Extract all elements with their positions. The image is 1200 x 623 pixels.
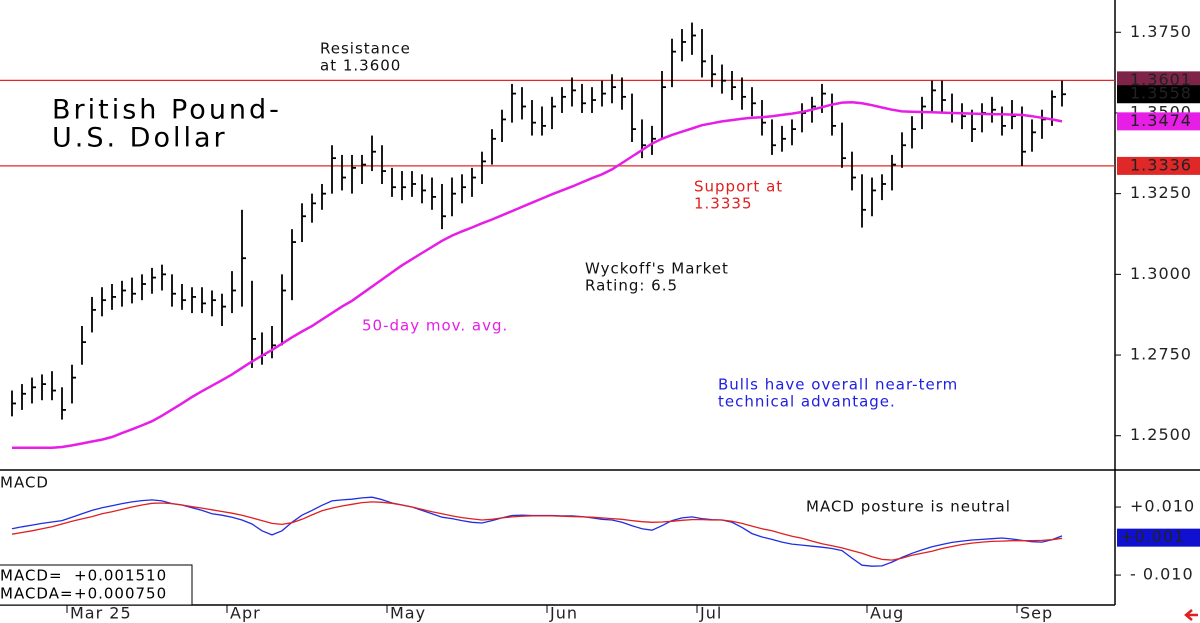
annotation: MACD posture is neutral — [806, 498, 1011, 516]
chart-title: British Pound- — [52, 95, 282, 126]
y-tick-label: 1.3750 — [1130, 22, 1192, 41]
annotation: Support at — [694, 178, 783, 196]
annotation: 1.3335 — [694, 195, 753, 213]
annotation: Bulls have overall near-term — [718, 376, 958, 394]
x-tick-label: May — [390, 604, 426, 623]
macd-line — [11, 501, 1063, 561]
price-marker-label: 1.3558 — [1130, 84, 1192, 103]
readout-value: +0.001510 — [74, 567, 167, 585]
x-tick-label: Sep — [1020, 604, 1053, 623]
y-tick-label: 1.2750 — [1130, 345, 1192, 364]
annotation: at 1.3600 — [320, 57, 401, 75]
annotation: Rating: 6.5 — [585, 277, 678, 295]
annotation: Resistance — [320, 40, 411, 58]
price-marker-label: 1.3336 — [1130, 155, 1192, 174]
annotation: technical advantage. — [718, 393, 896, 411]
macd-title: MACD — [0, 474, 49, 492]
readout-box — [0, 564, 193, 606]
y-tick-label: +0.010 — [1130, 497, 1195, 516]
ma-label: 50-day mov. avg. — [362, 317, 508, 335]
macd-marker — [1117, 528, 1200, 547]
price-marker-label: 1.3601 — [1130, 70, 1192, 89]
readout-name: MACDA= — [0, 585, 74, 603]
x-tick-label: Jul — [699, 604, 722, 623]
y-tick-label: - 0.010 — [1130, 565, 1194, 584]
price-marker — [1117, 85, 1200, 104]
readout-name: MACD= — [0, 567, 63, 585]
price-marker — [1117, 71, 1200, 90]
x-tick-label: Aug — [870, 604, 904, 623]
price-marker-label: 1.3474 — [1130, 111, 1192, 130]
x-tick-label: Apr — [230, 604, 261, 623]
y-tick-label: 1.3000 — [1130, 264, 1192, 283]
chart-title: U.S. Dollar — [52, 123, 228, 154]
x-tick-label: Mar 25 — [70, 604, 132, 623]
y-tick-label: 1.3250 — [1130, 183, 1192, 202]
annotation: Wyckoff's Market — [585, 260, 729, 278]
x-tick-label: Jun — [549, 604, 578, 623]
readout-value: +0.000750 — [74, 585, 167, 603]
price-marker — [1117, 156, 1200, 175]
moving-average — [12, 101, 1063, 449]
price-marker — [1117, 112, 1200, 131]
nav-arrow[interactable] — [1184, 609, 1198, 621]
macd-marker-label: +0.001 — [1120, 527, 1185, 546]
y-tick-label: 1.2500 — [1130, 425, 1192, 444]
